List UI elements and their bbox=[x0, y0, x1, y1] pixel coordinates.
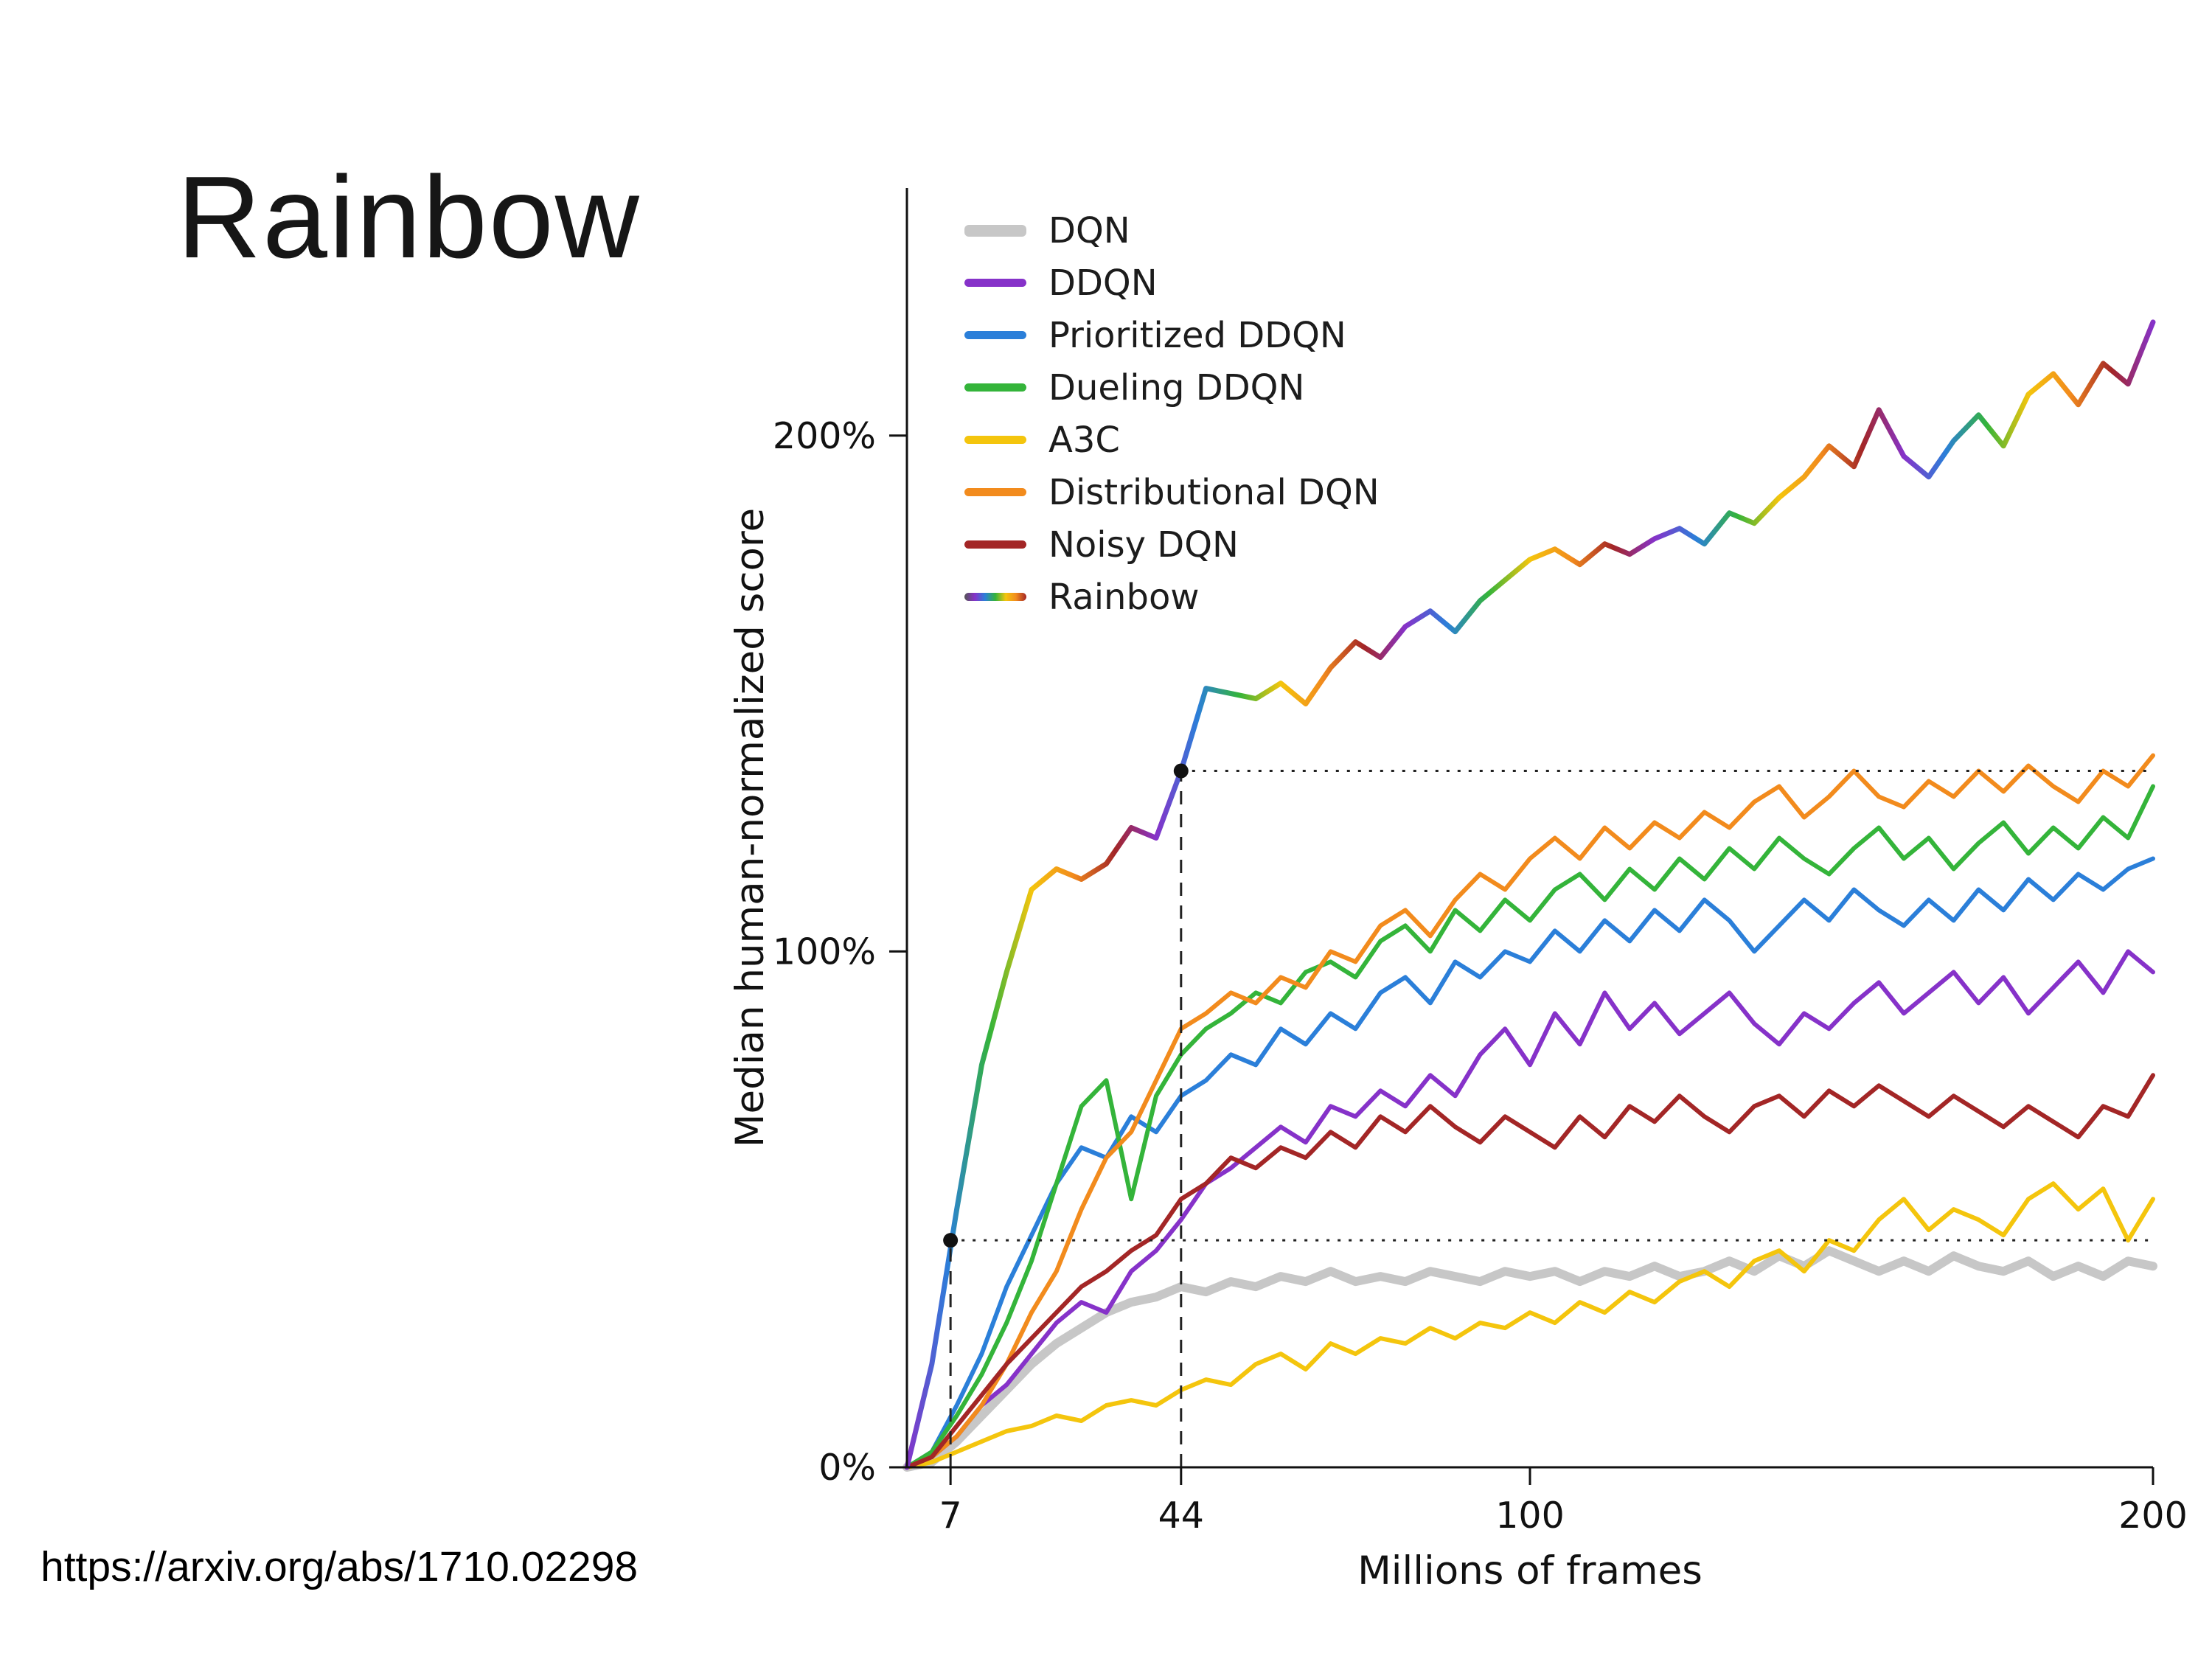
legend-item-noisy-dqn: Noisy DQN bbox=[964, 524, 1380, 566]
legend-label-noisy-dqn: Noisy DQN bbox=[1048, 524, 1239, 566]
series-prioritized-ddqn bbox=[905, 856, 2155, 1470]
legend-swatch-rainbow bbox=[964, 593, 1026, 601]
legend-item-a3c: A3C bbox=[964, 419, 1380, 461]
slide-title: Rainbow bbox=[177, 153, 641, 282]
legend-label-rainbow: Rainbow bbox=[1048, 576, 1200, 618]
y-tick-label: 0% bbox=[818, 1447, 876, 1489]
legend-swatch-ddqn bbox=[964, 279, 1026, 287]
legend-label-dueling-ddqn: Dueling DDQN bbox=[1048, 366, 1305, 408]
series-noisy-dqn bbox=[905, 1073, 2155, 1470]
y-tick-label: 200% bbox=[773, 415, 876, 457]
legend-swatch-dqn bbox=[964, 224, 1026, 237]
x-tick-label: 100 bbox=[1495, 1495, 1565, 1537]
series-a3c bbox=[905, 1181, 2155, 1470]
source-url[interactable]: https://arxiv.org/abs/1710.02298 bbox=[41, 1543, 639, 1590]
series-ddqn bbox=[905, 949, 2155, 1470]
series-rainbow bbox=[904, 319, 2156, 1470]
legend-item-distributional-dqn: Distributional DQN bbox=[964, 471, 1380, 513]
y-tick-label: 100% bbox=[773, 931, 876, 973]
x-axis-title: Millions of frames bbox=[1357, 1548, 1703, 1593]
legend-item-rainbow: Rainbow bbox=[964, 576, 1380, 618]
legend-swatch-a3c bbox=[964, 436, 1026, 444]
series-dqn bbox=[902, 1246, 2157, 1472]
legend-item-ddqn: DDQN bbox=[964, 262, 1380, 304]
legend-label-prioritized-ddqn: Prioritized DDQN bbox=[1048, 314, 1346, 356]
legend-swatch-dueling-ddqn bbox=[964, 383, 1026, 392]
legend-label-a3c: A3C bbox=[1048, 419, 1120, 461]
annotation-point bbox=[943, 1233, 959, 1248]
series-distributional-dqn bbox=[905, 753, 2155, 1470]
x-tick-label: 44 bbox=[1158, 1495, 1204, 1537]
legend-swatch-distributional-dqn bbox=[964, 488, 1026, 496]
legend-label-ddqn: DDQN bbox=[1048, 262, 1158, 304]
chart-legend: DQN DDQN Prioritized DDQN Dueling DDQN A3C Di… bbox=[964, 209, 1380, 618]
legend-label-distributional-dqn: Distributional DQN bbox=[1048, 471, 1380, 513]
legend-swatch-prioritized-ddqn bbox=[964, 331, 1026, 339]
legend-item-dueling-ddqn: Dueling DDQN bbox=[964, 366, 1380, 408]
legend-swatch-noisy-dqn bbox=[964, 540, 1026, 549]
y-axis-title: Median human-normalized score bbox=[728, 508, 773, 1147]
series-dueling-ddqn bbox=[905, 784, 2155, 1470]
legend-label-dqn: DQN bbox=[1048, 209, 1130, 251]
annotation-point bbox=[1173, 763, 1189, 779]
x-tick-label: 7 bbox=[939, 1495, 962, 1537]
legend-item-dqn: DQN bbox=[964, 209, 1380, 251]
x-tick-label: 200 bbox=[2118, 1495, 2188, 1537]
legend-item-prioritized-ddqn: Prioritized DDQN bbox=[964, 314, 1380, 356]
